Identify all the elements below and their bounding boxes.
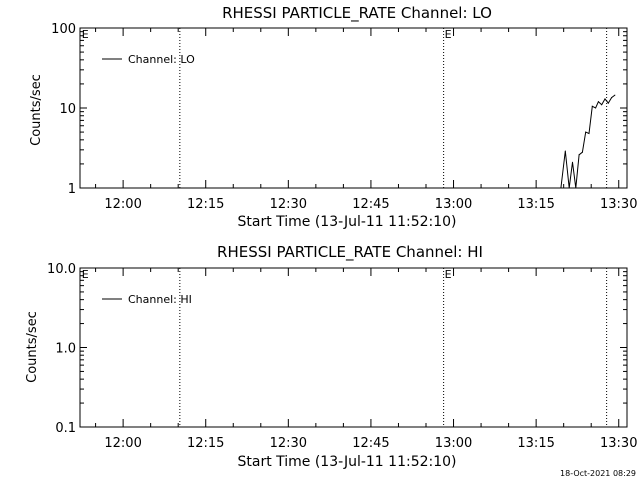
y-axis-label: Counts/sec <box>29 74 44 146</box>
x-axis-label: Start Time (13-Jul-11 11:52:10) <box>237 214 456 230</box>
x-tick-label: 12:45 <box>352 197 389 212</box>
y-tick-label: 100 <box>51 22 76 37</box>
x-tick-label: 13:00 <box>435 436 472 451</box>
x-tick-label: 12:00 <box>104 197 141 212</box>
x-tick-label: 13:30 <box>600 197 637 212</box>
event-marker: E <box>82 28 89 41</box>
data-point <box>591 105 593 107</box>
y-tick-label: 1 <box>68 182 76 197</box>
data-point <box>588 133 590 135</box>
x-tick-label: 12:45 <box>352 436 389 451</box>
y-tick-label: 1.0 <box>55 342 76 357</box>
chart-panel-lo: RHESSI PARTICLE_RATE Channel: LO Start T… <box>29 4 637 230</box>
chart-panel-hi: RHESSI PARTICLE_RATE Channel: HI Start T… <box>25 243 637 470</box>
x-tick-label: 12:00 <box>104 436 141 451</box>
x-tick-label: 13:30 <box>600 436 637 451</box>
data-point <box>568 187 570 188</box>
data-point <box>564 150 566 152</box>
x-axis-label: Start Time (13-Jul-11 11:52:10) <box>237 454 456 470</box>
x-tick-label: 12:15 <box>187 436 224 451</box>
event-marker: E <box>82 268 89 281</box>
x-tick-label: 13:15 <box>517 436 554 451</box>
y-tick-label: 10 <box>59 102 76 117</box>
chart-title: RHESSI PARTICLE_RATE Channel: HI <box>217 243 483 262</box>
chart-title: RHESSI PARTICLE_RATE Channel: LO <box>222 4 492 23</box>
x-tick-label: 12:15 <box>187 197 224 212</box>
data-point <box>595 107 597 109</box>
legend-label: Channel: HI <box>128 293 192 306</box>
data-point <box>611 97 613 99</box>
x-tick-label: 13:00 <box>435 197 472 212</box>
data-point <box>585 131 587 133</box>
event-marker: E <box>445 268 452 281</box>
data-point <box>571 161 573 163</box>
y-tick-label: 10.0 <box>47 262 76 277</box>
data-point <box>601 104 603 106</box>
data-point <box>575 187 577 188</box>
y-axis-label: Counts/sec <box>25 311 40 383</box>
data-point <box>597 101 599 103</box>
data-point <box>581 151 583 153</box>
event-marker: E <box>445 28 452 41</box>
x-tick-label: 13:15 <box>517 197 554 212</box>
data-point <box>604 98 606 100</box>
legend-label: Channel: LO <box>128 53 195 66</box>
x-tick-label: 12:30 <box>270 436 307 451</box>
y-tick-label: 0.1 <box>55 421 76 436</box>
data-point <box>578 154 580 156</box>
data-point <box>560 187 562 188</box>
x-tick-label: 12:30 <box>270 197 307 212</box>
data-point <box>607 102 609 104</box>
footer-timestamp: 18-Oct-2021 08:29 <box>560 469 636 478</box>
data-point <box>614 94 616 96</box>
